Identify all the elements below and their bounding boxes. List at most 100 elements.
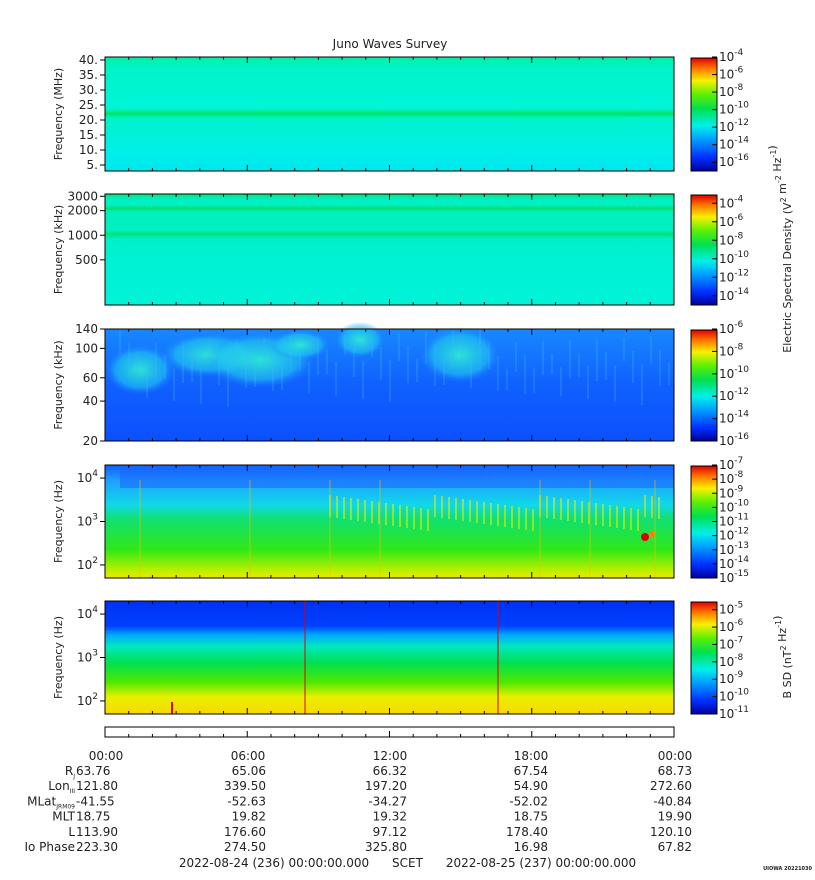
y-tick-label: 30. <box>79 83 98 97</box>
y-tick-label: 103 <box>77 649 98 665</box>
ephemeris-row-label: MLT <box>52 810 75 824</box>
y-axis-label: Frequency (Hz) <box>52 480 65 563</box>
y-axis-label: Frequency (Hz) <box>52 616 65 699</box>
spectrogram-panel-1: 40.35.30.25.20.15.10.5. Frequency (MHz) 10… <box>52 48 749 172</box>
emission-patch <box>335 322 385 358</box>
ephemeris-value: 121.80 <box>76 779 118 793</box>
ephemeris-value: 19.32 <box>373 810 407 824</box>
colorbar-tick-label: 10-11 <box>719 705 749 721</box>
colorbar-tick-label: 10-6 <box>719 618 744 634</box>
ephemeris-value: 16.98 <box>514 840 548 854</box>
y-tick-label: 15. <box>79 128 98 142</box>
y-tick-label: 20 <box>83 434 98 448</box>
colorbar-tick-label: 10-8 <box>719 653 744 669</box>
colorbar-tick-label: 10-6 <box>719 213 744 229</box>
colorbar-image <box>690 601 718 715</box>
spectrogram-panel-4: 104 103 102 Frequency (Hz) 10-710-810-910-10… <box>52 456 749 585</box>
magnetic-colorbar-label: B SD (nT2 Hz-1) <box>771 616 794 699</box>
footer-scet: SCET <box>392 856 423 870</box>
colorbar-tick-label: 10-10 <box>719 688 749 704</box>
y-axis-label: Frequency (MHz) <box>52 68 65 160</box>
y-tick-label: 104 <box>77 605 98 621</box>
ephemeris-value: -52.02 <box>509 794 548 808</box>
ephemeris-value: 19.90 <box>658 810 692 824</box>
colorbar-tick-label: 10-5 <box>719 601 743 617</box>
hot-spot <box>649 531 655 537</box>
ephemeris-value: -40.84 <box>653 794 692 808</box>
footer-start: 2022-08-24 (236) 00:00:00.000 <box>178 856 370 870</box>
colorbar-tick-label: 10-15 <box>719 569 749 585</box>
y-tick-label: 35. <box>79 68 98 82</box>
ephemeris-value: 18.75 <box>514 810 548 824</box>
colorbar-tick-label: 10-7 <box>719 635 743 651</box>
ephemeris-value: 176.60 <box>224 825 266 839</box>
y-tick-label: 5. <box>87 158 98 172</box>
colorbar-tick-label: 10-6 <box>719 66 744 82</box>
ephemeris-value: 272.60 <box>650 779 692 793</box>
emission-patch <box>420 327 500 383</box>
credit-label: UIOWA 20221030 <box>763 866 812 872</box>
ephemeris-value: -34.27 <box>368 794 407 808</box>
colorbar-tick-label: 10-8 <box>719 342 744 358</box>
colorbar: 10-4 10-6 10-8 10-10 10-12 10-14 <box>690 194 749 306</box>
colorbar: 10-710-810-910-1010-1110-1210-1310-1410-… <box>690 456 749 585</box>
panel-image <box>105 194 674 305</box>
y-tick-label: 3000 <box>67 189 98 203</box>
ephemeris-row-label: LonIII <box>48 779 75 795</box>
colorbar-tick-label: 10-12 <box>719 387 749 403</box>
colorbar-tick-label: 10-12 <box>719 268 749 284</box>
colorbar-tick-label: 10-10 <box>719 365 749 381</box>
ephemeris-value: 54.90 <box>514 779 548 793</box>
y-tick-label: 104 <box>77 469 98 485</box>
colorbar-tick-label: 10-16 <box>719 432 749 448</box>
colorbar-tick-label: 10-14 <box>719 287 749 303</box>
ephemeris-value: 113.90 <box>76 825 118 839</box>
colorbar-tick-label: 10-16 <box>719 153 749 169</box>
time-tick-label: 00:00 <box>658 749 693 763</box>
colorbar-image <box>690 57 718 172</box>
ephemeris-value: 19.82 <box>232 810 266 824</box>
y-tick-label: 103 <box>77 513 98 529</box>
y-tick-label: 100 <box>75 341 98 355</box>
y-tick-label: 10. <box>79 143 98 157</box>
ephemeris-value: 18.75 <box>76 810 110 824</box>
colorbar-tick-label: 10-10 <box>719 101 749 117</box>
hot-spot <box>641 533 649 541</box>
y-axis-label: Frequency (kHz) <box>52 340 65 429</box>
emission-patch <box>270 330 330 360</box>
time-tick-label: 00:00 <box>89 749 124 763</box>
y-tick-label: 60 <box>83 371 98 385</box>
upper-emission <box>120 468 674 488</box>
ephemeris-value: 325.80 <box>365 840 407 854</box>
electric-colorbar-label: Electric Spectral Density (V2 m-2 Hz-1) <box>766 145 794 352</box>
y-tick-label: 140 <box>75 322 98 336</box>
y-tick-label: 102 <box>77 692 98 708</box>
ephemeris-value: -41.55 <box>76 794 115 808</box>
ephemeris-row-label: MLatJRM09 <box>27 794 75 810</box>
ephemeris-value: 68.73 <box>658 764 692 778</box>
ephemeris-value: -52.63 <box>227 794 266 808</box>
ephemeris-value: 223.30 <box>76 840 118 854</box>
ephemeris-value: 65.06 <box>232 764 266 778</box>
colorbar-tick-label: 10-14 <box>719 410 749 426</box>
ephemeris-row-label: Io Phase <box>24 840 75 854</box>
ephemeris-row-label: RJ <box>65 764 75 780</box>
ephemeris-value: 67.54 <box>514 764 548 778</box>
ephemeris-row-label: L <box>68 825 75 839</box>
time-tick-label: 18:00 <box>514 749 549 763</box>
colorbar-tick-label: 10-14 <box>719 136 749 152</box>
ephemeris-value: 63.76 <box>76 764 110 778</box>
time-tick-label: 12:00 <box>373 749 408 763</box>
time-range-footer: 2022-08-24 (236) 00:00:00.000 SCET 2022-… <box>0 856 815 870</box>
ephemeris-value: 66.32 <box>373 764 407 778</box>
y-tick-label: 500 <box>75 253 98 267</box>
colorbar-tick-label: 10-10 <box>719 250 749 266</box>
emission-patch <box>105 345 175 395</box>
ephemeris-value: 120.10 <box>650 825 692 839</box>
colorbar-tick-label: 10-9 <box>719 670 744 686</box>
ephemeris-value: 197.20 <box>365 779 407 793</box>
